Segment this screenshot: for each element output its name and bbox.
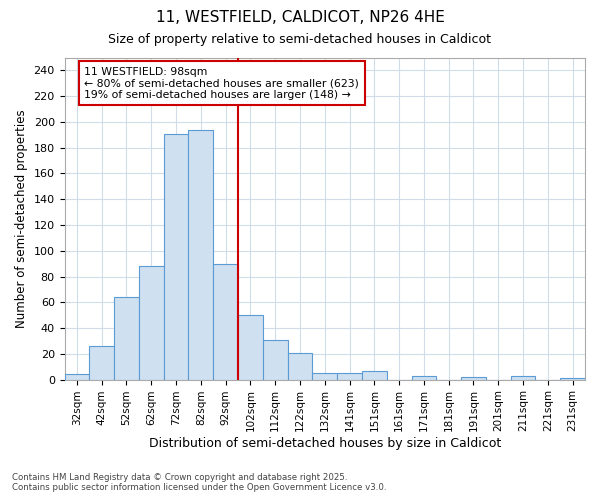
Bar <box>287 352 313 380</box>
Bar <box>412 376 436 380</box>
Bar <box>89 346 114 380</box>
Bar <box>114 297 139 380</box>
X-axis label: Distribution of semi-detached houses by size in Caldicot: Distribution of semi-detached houses by … <box>149 437 501 450</box>
Bar <box>263 340 287 380</box>
Bar <box>362 370 387 380</box>
Bar <box>213 264 238 380</box>
Text: 11 WESTFIELD: 98sqm
← 80% of semi-detached houses are smaller (623)
19% of semi-: 11 WESTFIELD: 98sqm ← 80% of semi-detach… <box>85 66 359 100</box>
Bar <box>511 376 535 380</box>
Bar <box>313 373 337 380</box>
Text: Contains HM Land Registry data © Crown copyright and database right 2025.
Contai: Contains HM Land Registry data © Crown c… <box>12 473 386 492</box>
Bar <box>337 373 362 380</box>
Bar <box>188 130 213 380</box>
Bar <box>164 134 188 380</box>
Text: Size of property relative to semi-detached houses in Caldicot: Size of property relative to semi-detach… <box>109 32 491 46</box>
Bar <box>560 378 585 380</box>
Bar <box>238 315 263 380</box>
Bar <box>461 377 486 380</box>
Y-axis label: Number of semi-detached properties: Number of semi-detached properties <box>15 109 28 328</box>
Bar <box>139 266 164 380</box>
Text: 11, WESTFIELD, CALDICOT, NP26 4HE: 11, WESTFIELD, CALDICOT, NP26 4HE <box>155 10 445 25</box>
Bar <box>65 374 89 380</box>
